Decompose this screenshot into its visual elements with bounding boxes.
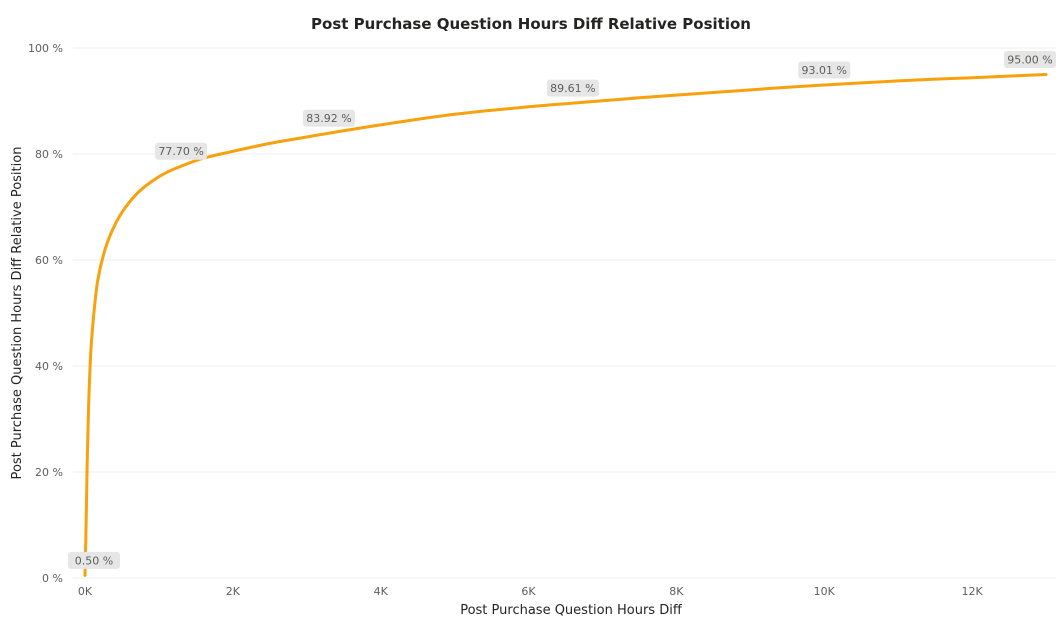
x-tick-label: 4K: [374, 585, 389, 598]
x-tick-label: 2K: [226, 585, 241, 598]
data-label: 77.70 %: [155, 142, 208, 160]
data-label: 89.61 %: [546, 79, 599, 97]
data-label-background: [155, 142, 208, 160]
data-label-background: [302, 109, 355, 127]
data-label-text: 77.70 %: [158, 145, 203, 158]
y-axis-ticks: 0 % 20 % 40 % 60 % 80 % 100 %: [28, 42, 63, 585]
data-label: 0.50 %: [68, 551, 120, 569]
x-tick-label: 8K: [669, 585, 684, 598]
y-tick-label: 0 %: [42, 572, 63, 585]
y-tick-label: 40 %: [35, 360, 63, 373]
chart-title: Post Purchase Question Hours Diff Relati…: [311, 15, 751, 33]
y-tick-label: 60 %: [35, 254, 63, 267]
data-label-background: [68, 551, 120, 569]
grid-lines: [73, 47, 1056, 579]
y-tick-label: 20 %: [35, 466, 63, 479]
data-label: 93.01 %: [798, 61, 851, 79]
data-label: 95.00 %: [1004, 51, 1056, 68]
x-axis-title: Post Purchase Question Hours Diff: [460, 603, 683, 618]
data-label-text: 0.50 %: [75, 554, 113, 567]
x-tick-label: 0K: [78, 585, 93, 598]
data-label-text: 95.00 %: [1007, 54, 1052, 67]
series-line: [83, 73, 1048, 577]
x-tick-label: 6K: [521, 585, 536, 598]
x-tick-label: 12K: [961, 585, 983, 598]
data-label-background: [546, 79, 599, 97]
y-axis-title: Post Purchase Question Hours Diff Relati…: [10, 147, 25, 480]
y-tick-label: 100 %: [28, 42, 63, 55]
data-label-text: 83.92 %: [306, 112, 351, 125]
x-tick-label: 10K: [814, 585, 836, 598]
data-label-background: [798, 61, 851, 79]
data-label-background: [1004, 51, 1056, 68]
data-label-text: 93.01 %: [802, 64, 847, 77]
data-label: 83.92 %: [302, 109, 355, 127]
x-axis-ticks: 0K 2K 4K 6K 8K 10K 12K: [78, 585, 984, 598]
data-label-text: 89.61 %: [550, 82, 595, 95]
y-tick-label: 80 %: [35, 148, 63, 161]
data-labels: 0.50 % 77.70 % 83.92 % 89.61 % 93.01 % 95.00 …: [68, 51, 1056, 569]
